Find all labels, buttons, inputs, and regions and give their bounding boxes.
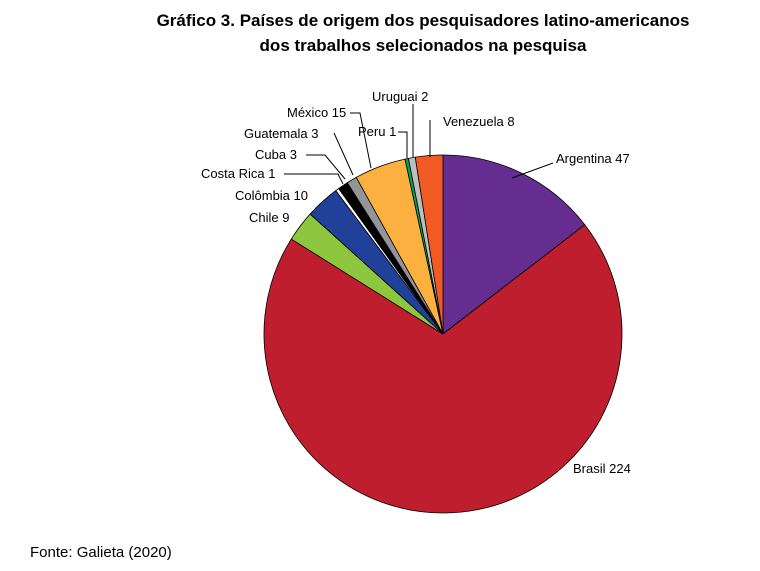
slice-label-peru: Peru 1 xyxy=(358,124,396,139)
source-note: Fonte: Galieta (2020) xyxy=(30,544,172,561)
slice-label-venezuela: Venezuela 8 xyxy=(443,114,515,129)
pie-slice-brasil xyxy=(263,224,623,514)
pie-slice-venezuela xyxy=(414,154,444,335)
slice-label-guatemala: Guatemala 3 xyxy=(244,126,318,141)
slice-label-argentina: Argentina 47 xyxy=(556,151,630,166)
slice-label-uruguai: Uruguai 2 xyxy=(372,89,428,104)
slice-label-chile: Chile 9 xyxy=(249,210,289,225)
slice-label-mexico: México 15 xyxy=(287,105,346,120)
leader-line-mexico xyxy=(350,112,372,169)
slice-label-brasil: Brasil 224 xyxy=(573,461,631,476)
chart-title-line-1: Gráfico 3. Países de origem dos pesquisa… xyxy=(156,11,690,30)
chart-title-line-2: dos trabalhos selecionados na pesquisa xyxy=(259,36,587,55)
pie-slices xyxy=(263,154,623,514)
leader-line-cuba xyxy=(306,154,346,180)
slice-label-costa-rica: Costa Rica 1 xyxy=(201,166,275,181)
leader-lines xyxy=(284,104,554,185)
slice-label-cuba: Cuba 3 xyxy=(255,147,297,162)
slice-label-colombia: Colômbia 10 xyxy=(235,188,308,203)
pie-slice-argentina xyxy=(442,154,586,335)
leader-line-argentina xyxy=(511,162,554,179)
leader-line-costa-rica xyxy=(284,173,344,185)
leader-line-guatemala xyxy=(333,132,354,176)
leader-line-peru xyxy=(398,131,408,158)
chart-title: Gráfico 3. Países de origem dos pesquisa… xyxy=(0,8,760,58)
slice-labels: Argentina 47 Brasil 224 Chile 9 Colômbia 10… xyxy=(201,89,631,476)
